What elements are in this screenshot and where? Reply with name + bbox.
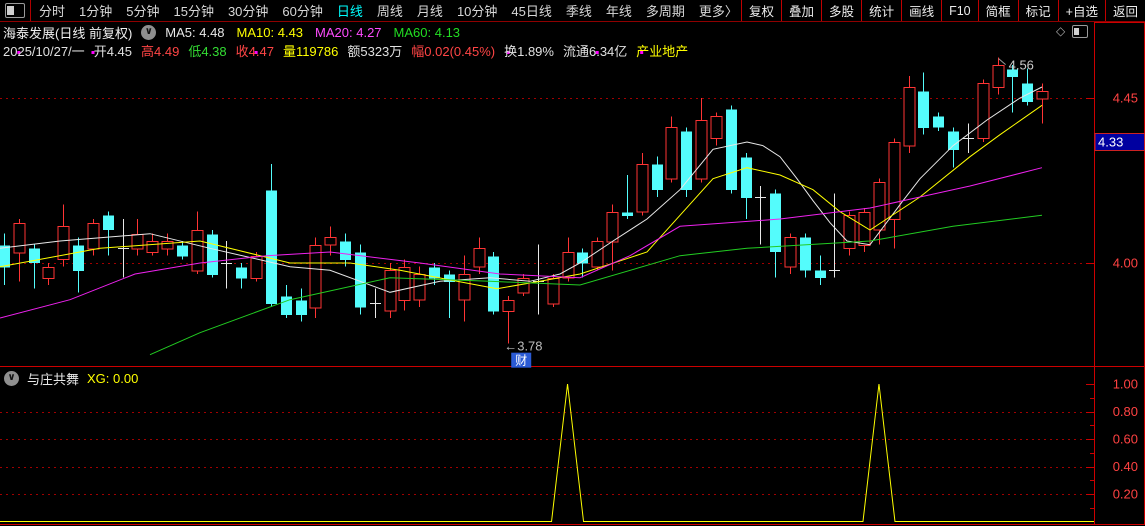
signal-dot [91, 51, 95, 54]
period-tab[interactable]: 多周期 [645, 4, 685, 19]
news-marker [511, 352, 532, 368]
quote-field: 额5323万 [347, 44, 403, 59]
indicator-axis-label: 0.20 [1113, 487, 1138, 502]
current-price-tag-label: 4.33 [1098, 135, 1123, 150]
quote-field: 流通6.34亿 [562, 44, 628, 59]
period-tab[interactable]: 15分钟 [173, 4, 214, 19]
panel-layout-icon[interactable] [5, 3, 25, 18]
indicator-panel: 1.00 0.80 0.60 0.40 0.20 [0, 377, 1138, 522]
period-tab[interactable]: 年线 [605, 4, 632, 19]
indicator-spike-line [0, 383, 1094, 522]
period-tab[interactable]: 60分钟 [282, 4, 323, 19]
ma-lines-layer [0, 86, 1043, 356]
period-tab[interactable]: 日线 [336, 4, 363, 19]
action-button[interactable]: 统计 [861, 0, 901, 21]
window-icon[interactable] [1072, 24, 1089, 38]
ma-value-label: MA5: 4.48 [165, 25, 225, 40]
period-tab[interactable]: 10分钟 [456, 4, 498, 19]
indicator-axis-label: 1.00 [1113, 377, 1138, 392]
indicator-axis-label: 0.60 [1113, 432, 1138, 447]
price-axis-label: 4.00 [1113, 256, 1138, 271]
quote-field: 收4.47 [235, 44, 274, 59]
toolbar-divider [30, 0, 31, 21]
quote-field: 幅0.02(0.45%) [411, 44, 496, 59]
indicator-value: XG: 0.00 [87, 371, 139, 386]
toolbar: 分时 1分钟 5分钟 15分钟 30分钟 60分钟 日线 周线 月线 10分钟 45日线 季线 年线 多周… [0, 0, 1145, 22]
candles-layer [0, 57, 1049, 344]
period-tab[interactable]: 45日线 [511, 4, 552, 19]
indicator-axis-label: 0.80 [1113, 404, 1138, 419]
indicator-title[interactable]: 与庄共舞 [27, 372, 80, 387]
toolbar-actions: 复权 叠加 多股 统计 画线 F10 简框 标记 +自选 返回 [741, 0, 1145, 21]
period-tab[interactable]: 月线 [416, 4, 443, 19]
period-tab[interactable]: 1分钟 [79, 4, 113, 19]
quote-detail-row: 2025/10/27/一 开4.45 高4.49 低4.38 收4.47 量119786 额… [3, 41, 688, 60]
stock-info-row: 海泰发展(日线 前复权) ∨ MA5: 4.48 MA10: 4.43 MA20: … [3, 23, 460, 42]
chevron-down-icon[interactable]: ∨ [4, 371, 19, 386]
action-button[interactable]: +自选 [1057, 0, 1105, 21]
signal-dot [506, 51, 510, 54]
indicator-axis-label: 0.40 [1113, 459, 1138, 474]
action-button[interactable]: 叠加 [781, 0, 821, 21]
period-tab[interactable]: 季线 [565, 4, 592, 19]
period-tab[interactable]: 30分钟 [227, 4, 269, 19]
stock-title[interactable]: 海泰发展(日线 前复权) [3, 26, 133, 41]
ma-line-MA60 [149, 214, 1043, 356]
ma-value-label: MA10: 4.43 [236, 25, 304, 40]
indicator-header: ∨ 与庄共舞 XG: 0.00 [4, 369, 138, 388]
quote-field: 高4.49 [141, 44, 180, 59]
period-tab[interactable]: 更多〉 [698, 4, 738, 19]
panel-layout-icon-glyph [7, 6, 14, 15]
diamond-icon[interactable]: ◇ [1056, 24, 1066, 38]
news-marker-label: 财 [515, 354, 527, 368]
quote-field: 量119786 [282, 44, 339, 59]
window-icon-glyph [1074, 27, 1080, 35]
chevron-down-icon[interactable]: ∨ [141, 25, 157, 40]
signal-dot [17, 51, 21, 54]
quote-field: 产业地产 [636, 44, 689, 59]
period-tab[interactable]: 5分钟 [126, 4, 160, 19]
action-button[interactable]: 多股 [821, 0, 861, 21]
action-button[interactable]: 返回 [1104, 0, 1145, 21]
action-button[interactable]: F10 [941, 0, 978, 21]
signal-dots [17, 51, 644, 54]
ma-legend: MA5: 4.48 MA10: 4.43 MA20: 4.27 MA60: 4.13 [165, 25, 460, 40]
action-button[interactable]: 简框 [977, 0, 1018, 21]
signal-dot [595, 51, 599, 54]
ma-line-MA10 [0, 104, 1043, 290]
ma-value-label: MA20: 4.27 [315, 25, 382, 40]
signal-dot [254, 51, 258, 54]
period-tabs: 分时 1分钟 5分钟 15分钟 30分钟 60分钟 日线 周线 月线 10分钟 45日线 季线 年线 多周… [39, 1, 738, 20]
action-button[interactable]: 标记 [1017, 0, 1058, 21]
annotations-layer: 4.56 ←3.78财 [504, 58, 1034, 368]
low-price-annotation: ←3.78 [504, 339, 542, 354]
price-axis-label: 4.45 [1113, 91, 1138, 106]
chart-corner-icons: ◇ [1056, 24, 1089, 38]
price-grid [0, 98, 1094, 495]
ma-value-label: MA60: 4.13 [393, 25, 461, 40]
quote-field: 开4.45 [93, 44, 132, 59]
quote-field: 低4.38 [188, 44, 227, 59]
ma-line-MA20 [0, 167, 1043, 319]
ma-line-MA5 [0, 86, 1043, 293]
quote-field: 2025/10/27/一 [3, 44, 85, 59]
action-button[interactable]: 复权 [741, 0, 781, 21]
signal-dot [640, 51, 644, 54]
price-axis: 4.45 4.00 4.33 [1086, 91, 1145, 271]
period-tab[interactable]: 分时 [39, 4, 66, 19]
period-tab[interactable]: 周线 [376, 4, 403, 19]
quote-field: 换1.89% [504, 44, 554, 59]
high-price-annotation: 4.56 [1009, 58, 1034, 73]
action-button[interactable]: 画线 [901, 0, 941, 21]
